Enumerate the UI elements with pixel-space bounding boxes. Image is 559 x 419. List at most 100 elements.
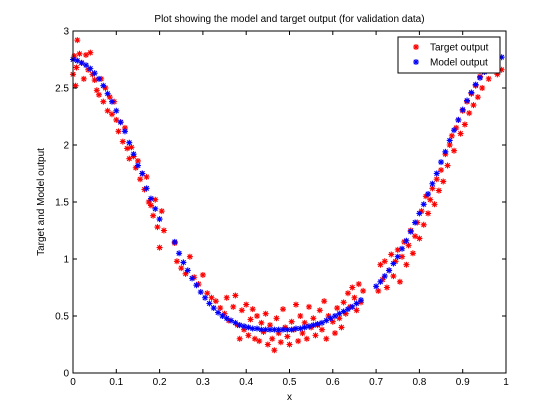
data-point [325, 313, 332, 319]
data-point [448, 132, 455, 139]
data-point [197, 289, 204, 296]
legend-item: Target output [413, 43, 489, 54]
data-point [71, 53, 78, 60]
legend: Target output Model output [397, 36, 501, 74]
data-point [76, 50, 83, 57]
data-point [399, 253, 406, 260]
data-point [459, 106, 466, 113]
data-point [158, 208, 165, 215]
data-point [269, 335, 276, 342]
data-point [176, 250, 183, 257]
data-point [121, 124, 128, 131]
y-tick-label: 3 [63, 27, 69, 38]
data-point [377, 278, 384, 285]
data-point [251, 335, 258, 342]
x-tick-label: 0.8 [412, 377, 426, 388]
data-point [217, 305, 224, 312]
data-point [390, 273, 397, 280]
data-point [305, 323, 312, 330]
data-point [232, 292, 239, 299]
data-point [82, 62, 89, 69]
data-point [405, 242, 412, 249]
data-point [301, 319, 308, 326]
data-point [108, 111, 115, 118]
data-point [228, 317, 235, 324]
data-point [288, 318, 295, 325]
data-point [186, 253, 193, 260]
data-point [130, 151, 137, 158]
data-point [117, 119, 124, 126]
y-tick-label: 0 [63, 369, 69, 380]
data-point [275, 326, 282, 333]
data-point [416, 235, 423, 242]
data-point [297, 325, 304, 332]
data-point [381, 273, 388, 280]
data-point [245, 324, 252, 331]
data-point [141, 186, 148, 193]
data-point [357, 297, 364, 304]
data-point [420, 221, 427, 228]
data-point [280, 306, 287, 313]
data-point [95, 75, 102, 82]
data-point [416, 210, 423, 217]
data-point [267, 322, 274, 329]
data-point [273, 315, 280, 322]
data-point [121, 128, 128, 135]
data-point [262, 310, 269, 317]
data-point [184, 267, 191, 274]
data-point [267, 326, 274, 333]
x-tick-label: 0.2 [153, 377, 167, 388]
data-point [420, 201, 427, 208]
y-tick-label: 2 [63, 141, 69, 152]
data-point [124, 145, 131, 152]
data-point [284, 326, 291, 333]
data-point [126, 139, 133, 146]
data-point [349, 284, 356, 291]
data-point [223, 294, 230, 301]
data-point [264, 341, 271, 348]
data-point [310, 315, 317, 322]
data-point [353, 300, 360, 307]
data-point [379, 276, 386, 283]
y-tick-label: 0.5 [55, 312, 69, 323]
data-point [137, 176, 144, 183]
data-point [271, 326, 278, 333]
data-point [331, 313, 338, 319]
data-point [113, 116, 120, 123]
data-point [461, 121, 468, 128]
x-tick-label: 0.7 [369, 377, 383, 388]
data-point [156, 216, 163, 223]
legend-marker [413, 44, 419, 50]
data-point [87, 49, 94, 56]
data-point [323, 335, 330, 342]
data-point [249, 306, 256, 313]
data-point [418, 208, 425, 215]
data-point [427, 196, 434, 203]
data-point [403, 261, 410, 268]
data-point [182, 270, 189, 277]
data-point [429, 185, 436, 192]
data-point [425, 191, 432, 198]
data-point [435, 187, 442, 194]
data-point [277, 339, 284, 346]
data-point [314, 320, 321, 327]
x-tick-label: 0.1 [109, 377, 123, 388]
data-point [208, 294, 215, 301]
data-point [403, 237, 410, 244]
data-point [340, 308, 347, 315]
data-point [334, 305, 341, 312]
data-point [238, 307, 245, 314]
y-tick-label: 1 [63, 255, 69, 266]
data-point [243, 301, 250, 308]
data-point [236, 322, 243, 329]
data-point [438, 159, 445, 166]
data-point [180, 259, 187, 266]
data-point [95, 91, 102, 98]
data-point [318, 319, 325, 326]
data-point [292, 301, 299, 308]
data-point [323, 317, 330, 324]
data-point [230, 303, 237, 310]
x-tick-label: 0.9 [456, 377, 470, 388]
data-point [472, 81, 479, 88]
